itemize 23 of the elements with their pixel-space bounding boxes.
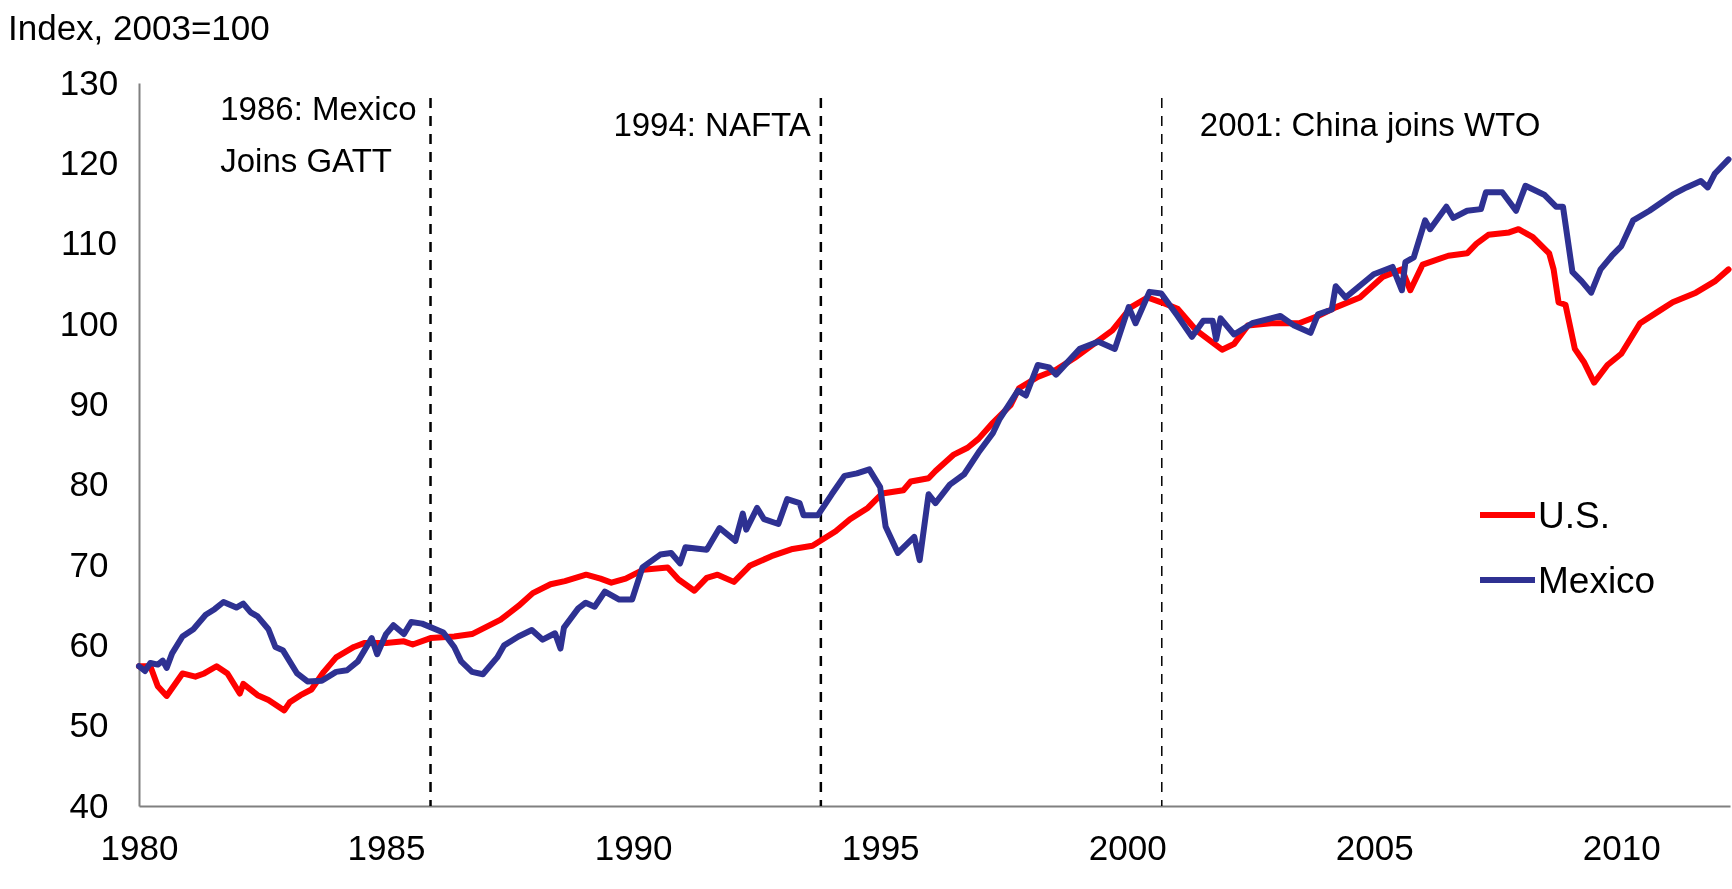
x-tick-label: 1995	[841, 827, 920, 867]
legend-label: Mexico	[1538, 560, 1656, 601]
y-tick-label: 130	[59, 62, 119, 102]
x-tick-label: 2000	[1088, 827, 1167, 867]
y-tick-label: 60	[69, 625, 109, 665]
y-tick-label: 100	[59, 303, 119, 343]
ref-line-label: 1994: NAFTA	[613, 106, 811, 143]
y-tick-label: 110	[61, 223, 117, 263]
ref-line-label: 1986: Mexico Joins GATT	[220, 90, 417, 179]
y-tick-label: 80	[69, 464, 109, 504]
y-tick-label: 50	[69, 705, 109, 745]
ref-line-label: 2001: China joins WTO	[1199, 106, 1541, 143]
y-tick-label: 70	[69, 544, 109, 584]
y-axis-title: Index, 2003=100	[8, 8, 270, 47]
y-tick-label: 40	[69, 785, 109, 825]
x-tick-label: 2005	[1335, 827, 1414, 867]
x-tick-label: 1990	[594, 827, 673, 867]
y-tick-label: 90	[69, 384, 109, 424]
x-tick-label: 2010	[1582, 827, 1661, 867]
y-tick-label: 120	[59, 143, 119, 183]
x-tick-label: 1985	[347, 827, 426, 867]
legend-label: U.S.	[1538, 495, 1610, 536]
x-tick-label: 1980	[100, 827, 179, 867]
